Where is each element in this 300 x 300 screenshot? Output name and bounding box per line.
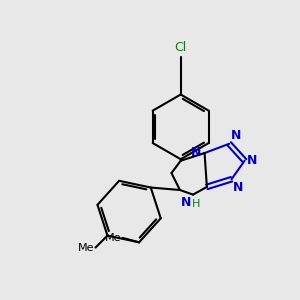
Text: N: N [181, 196, 191, 209]
Text: Cl: Cl [175, 41, 187, 55]
Text: Me: Me [77, 243, 94, 253]
Text: N: N [247, 154, 257, 167]
Text: N: N [231, 129, 241, 142]
Text: N: N [233, 181, 243, 194]
Text: Me: Me [105, 233, 121, 243]
Text: N: N [191, 146, 202, 159]
Text: H: H [192, 199, 200, 209]
